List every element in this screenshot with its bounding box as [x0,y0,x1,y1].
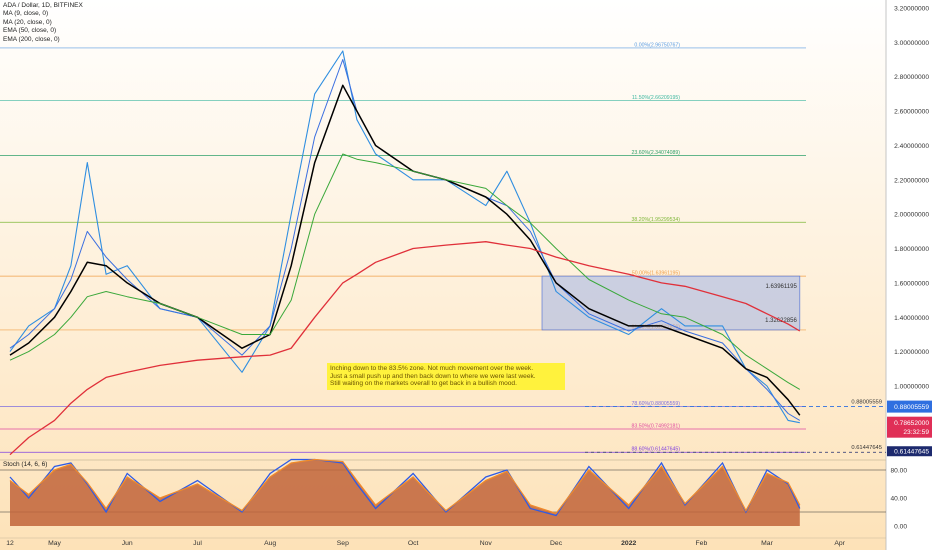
note-line: Inching down to the 83.5% zone. Not much… [330,365,534,372]
legend-ma9: MA (9, close, 0) [3,10,49,18]
fib-label: 11.50%(2.66209195) [632,95,680,101]
time-tick: Aug [264,540,276,547]
time-tick: May [48,540,61,547]
time-tick: 2022 [621,540,636,547]
price-tick: 2.60000000 [894,109,929,116]
fib-label: 38.20%(1.95299534) [632,217,681,223]
time-tick: Mar [761,540,773,547]
fib-label: 83.50%(0.74992181) [632,423,681,429]
price-tick: 2.20000000 [894,177,929,184]
price-tick: 2.80000000 [894,74,929,81]
time-tick: Dec [550,540,563,547]
level-label: 0.88005559 [851,400,882,406]
bottom-tag-bg [887,446,932,457]
price-tick: 1.80000000 [894,246,929,253]
stoch-k-line [9,458,801,517]
level-tag-text: 0.88005559 [894,404,929,411]
series-line [9,84,801,416]
stoch-tick: 80.00 [890,468,907,475]
current-tag-countdown: 23:32:59 [903,429,929,436]
price-tick: 1.40000000 [894,315,929,322]
series-line [9,153,801,390]
stoch-pane [0,458,886,526]
time-tick: Feb [696,540,708,547]
time-tick: Jul [193,540,202,547]
legend: ADA / Dollar, 1D, BITFINEX MA (9, close,… [3,2,83,44]
fib-label: 78.60%(0.88005559) [632,401,681,407]
fib-label: 88.60%(0.61447645) [632,447,681,453]
legend-ema50: EMA (50, close, 0) [3,27,57,35]
series-line [9,50,800,424]
legend-ema200: EMA (200, close, 0) [3,35,60,43]
series-line [9,241,801,456]
note-line: Still waiting on the markets overall to … [330,380,517,388]
legend-symbol: ADA / Dollar, 1D, BITFINEX [3,2,83,9]
price-tick: 1.00000000 [894,384,929,391]
time-tick: Apr [834,540,845,547]
annotation-note[interactable]: Inching down to the 83.5% zone. Not much… [327,363,565,390]
level-tag-bg [887,400,932,413]
axes: 3.20000000 3.00000000 2.80000000 2.60000000… [6,6,929,548]
level-label: 0.61447645 [851,445,882,451]
price-tags: 0.88005559 0.78652000 23:32:59 0.61447645 [887,400,932,457]
fib-label: 50.00%(1.63961195) [632,271,680,277]
price-tick: 3.20000000 [894,6,929,13]
price-tick: 2.40000000 [894,143,929,150]
stoch-title: Stoch (14, 6, 6) [3,461,48,468]
price-series [9,50,801,456]
stoch-area [10,459,800,526]
price-tick: 3.00000000 [894,40,929,47]
current-tag-price: 0.78652000 [894,420,929,427]
stoch-d-line [9,458,801,515]
time-tick: Sep [337,540,349,547]
note-line: Just a small push up and then back down … [330,372,536,380]
box-label-top: 1.63961195 [766,284,798,290]
current-tag-bg [887,416,932,438]
time-tick: Nov [480,540,493,547]
legend-ma20: MA (20, close, 0) [3,18,52,26]
time-tick: Jun [122,540,133,547]
price-tick: 1.20000000 [894,349,929,356]
price-tick: 1.60000000 [894,280,929,287]
fib-label: 23.60%(2.34074089) [632,150,681,156]
fib-label: 61.80%(1.32622856) [632,324,681,330]
price-axis-background [886,0,932,550]
time-tick: 12 [6,540,14,547]
stoch-tick: 0.00 [894,524,907,531]
range-box-rect[interactable] [541,275,801,331]
time-tick: Oct [408,540,419,547]
fib-label: 0.00%(2.96750767) [634,42,680,48]
stoch-tick: 40.00 [890,496,907,503]
bottom-tag-text: 0.61447645 [894,449,929,456]
plot-background [0,0,886,550]
price-tick: 2.00000000 [894,212,929,219]
